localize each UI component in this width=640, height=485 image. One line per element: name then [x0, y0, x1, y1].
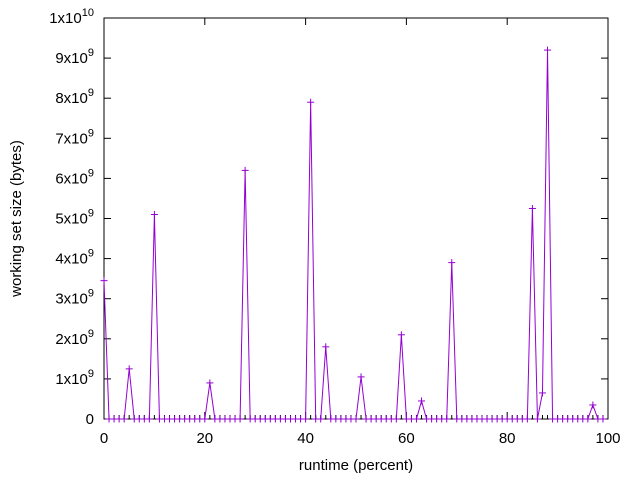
- series-layer: [100, 46, 607, 423]
- data-point: [418, 397, 426, 405]
- y-tick-label: 2x109: [55, 328, 94, 348]
- data-point: [357, 373, 365, 381]
- data-point: [584, 415, 592, 423]
- y-tick-label: 6x109: [55, 167, 94, 187]
- x-tick-label: 60: [398, 430, 415, 447]
- y-tick-label: 9x109: [55, 47, 94, 67]
- axes: 0 20 40 60 80 100 0 1x109 2x109 3x109 4x109 5x109 6x…: [49, 7, 620, 447]
- x-tick-label: 80: [499, 430, 516, 447]
- x-tick-label: 100: [595, 430, 620, 447]
- data-point: [589, 401, 597, 409]
- y-tick-label: 4x109: [55, 248, 94, 268]
- y-axis-title: working set size (bytes): [8, 140, 25, 298]
- y-tick-label: 1x1010: [49, 7, 94, 27]
- data-point: [352, 415, 360, 423]
- data-point: [533, 415, 541, 423]
- data-point: [307, 98, 315, 106]
- x-tick-label: 40: [297, 430, 314, 447]
- y-tick-label: 8x109: [55, 87, 94, 107]
- data-point: [236, 415, 244, 423]
- data-point: [322, 343, 330, 351]
- y-tick-label: 1x109: [55, 368, 94, 388]
- data-point: [523, 415, 531, 423]
- data-point: [206, 379, 214, 387]
- data-point: [544, 46, 552, 54]
- data-point: [528, 204, 536, 212]
- data-point: [241, 166, 249, 174]
- data-point: [538, 389, 546, 397]
- x-tick-label: 20: [196, 430, 213, 447]
- data-point: [443, 415, 451, 423]
- data-point: [317, 415, 325, 423]
- x-axis-title: runtime (percent): [299, 457, 413, 474]
- data-point: [412, 415, 420, 423]
- data-point: [150, 210, 158, 218]
- y-tick-label: 7x109: [55, 127, 94, 147]
- data-point: [100, 277, 108, 285]
- data-point: [125, 365, 133, 373]
- y-tick-label: 5x109: [55, 208, 94, 228]
- data-point: [302, 415, 310, 423]
- y-tick-label: 0: [86, 411, 94, 428]
- series-line: [103, 50, 603, 420]
- x-tick-label: 0: [100, 430, 108, 447]
- y-tick-label: 3x109: [55, 288, 94, 308]
- data-point: [145, 415, 153, 423]
- data-point: [201, 415, 209, 423]
- data-point: [397, 331, 405, 339]
- data-point: [599, 415, 607, 423]
- data-point: [392, 415, 400, 423]
- data-point: [448, 259, 456, 267]
- data-point: [120, 415, 128, 423]
